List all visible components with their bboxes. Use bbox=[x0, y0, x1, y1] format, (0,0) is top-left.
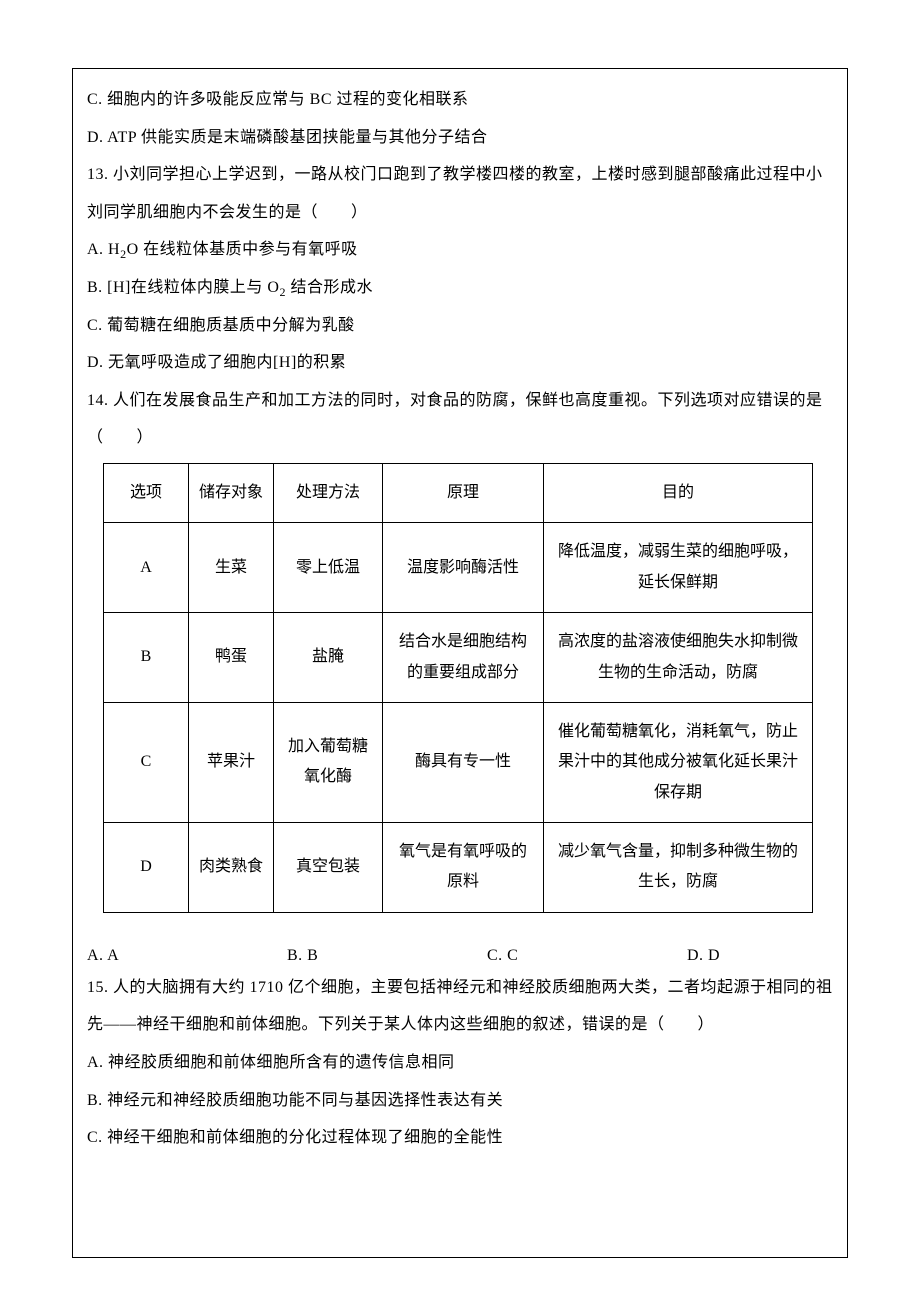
question-15: 15. 人的大脑拥有大约 1710 亿个细胞，主要包括神经元和神经胶质细胞两大类… bbox=[87, 969, 833, 1044]
question-14: 14. 人们在发展食品生产和加工方法的同时，对食品的防腐，保鲜也高度重视。下列选… bbox=[87, 382, 833, 457]
table-row: C 苹果汁 加入葡萄糖氧化酶 酶具有专一性 催化葡萄糖氧化，消耗氧气，防止果汁中… bbox=[104, 702, 813, 822]
option-c-q12: C. 细胞内的许多吸能反应常与 BC 过程的变化相联系 bbox=[87, 81, 833, 119]
q14-ans-a: A. A bbox=[87, 947, 287, 965]
q13a-pre: A. H bbox=[87, 241, 120, 258]
table-header-row: 选项 储存对象 处理方法 原理 目的 bbox=[104, 463, 813, 522]
cell-b-purp: 高浓度的盐溶液使细胞失水抑制微生物的生命活动，防腐 bbox=[544, 613, 813, 703]
cell-c-meth: 加入葡萄糖氧化酶 bbox=[274, 702, 383, 822]
q13-option-d: D. 无氧呼吸造成了细胞内[H]的积累 bbox=[87, 344, 833, 382]
th-principle: 原理 bbox=[383, 463, 544, 522]
q13-option-c: C. 葡萄糖在细胞质基质中分解为乳酸 bbox=[87, 307, 833, 345]
option-d-q12: D. ATP 供能实质是末端磷酸基团挟能量与其他分子结合 bbox=[87, 119, 833, 157]
cell-b-obj: 鸭蛋 bbox=[189, 613, 274, 703]
th-object: 储存对象 bbox=[189, 463, 274, 522]
cell-d-meth: 真空包装 bbox=[274, 823, 383, 913]
q13b-pre: B. [H]在线粒体内膜上与 O bbox=[87, 279, 279, 296]
q13a-post: O 在线粒体基质中参与有氧呼吸 bbox=[127, 241, 358, 258]
cell-b-meth: 盐腌 bbox=[274, 613, 383, 703]
table-row: A 生菜 零上低温 温度影响酶活性 降低温度，减弱生菜的细胞呼吸，延长保鲜期 bbox=[104, 523, 813, 613]
q13-option-a: A. H2O 在线粒体基质中参与有氧呼吸 bbox=[87, 231, 833, 269]
content-frame: C. 细胞内的许多吸能反应常与 BC 过程的变化相联系 D. ATP 供能实质是… bbox=[72, 68, 848, 1258]
cell-d-princ: 氧气是有氧呼吸的原料 bbox=[383, 823, 544, 913]
table-row: D 肉类熟食 真空包装 氧气是有氧呼吸的原料 减少氧气含量，抑制多种微生物的生长… bbox=[104, 823, 813, 913]
cell-d-obj: 肉类熟食 bbox=[189, 823, 274, 913]
cell-c-opt: C bbox=[104, 702, 189, 822]
cell-a-purp: 降低温度，减弱生菜的细胞呼吸，延长保鲜期 bbox=[544, 523, 813, 613]
cell-d-purp: 减少氧气含量，抑制多种微生物的生长，防腐 bbox=[544, 823, 813, 913]
q15-option-a: A. 神经胶质细胞和前体细胞所含有的遗传信息相同 bbox=[87, 1044, 833, 1082]
q14-ans-b: B. B bbox=[287, 947, 487, 965]
cell-d-opt: D bbox=[104, 823, 189, 913]
q14-answer-options: A. A B. B C. C D. D bbox=[87, 947, 833, 965]
q14-ans-c: C. C bbox=[487, 947, 687, 965]
q13-option-b: B. [H]在线粒体内膜上与 O2 结合形成水 bbox=[87, 269, 833, 307]
table-row: B 鸭蛋 盐腌 结合水是细胞结构的重要组成部分 高浓度的盐溶液使细胞失水抑制微生… bbox=[104, 613, 813, 703]
q13b-post: 结合形成水 bbox=[286, 279, 373, 296]
q14-table: 选项 储存对象 处理方法 原理 目的 A 生菜 零上低温 温度影响酶活性 降低温… bbox=[103, 463, 813, 913]
cell-c-purp: 催化葡萄糖氧化，消耗氧气，防止果汁中的其他成分被氧化延长果汁保存期 bbox=[544, 702, 813, 822]
cell-a-princ: 温度影响酶活性 bbox=[383, 523, 544, 613]
cell-b-opt: B bbox=[104, 613, 189, 703]
cell-c-princ: 酶具有专一性 bbox=[383, 702, 544, 822]
cell-b-princ: 结合水是细胞结构的重要组成部分 bbox=[383, 613, 544, 703]
th-method: 处理方法 bbox=[274, 463, 383, 522]
q15-option-c: C. 神经干细胞和前体细胞的分化过程体现了细胞的全能性 bbox=[87, 1119, 833, 1157]
th-option: 选项 bbox=[104, 463, 189, 522]
q15-option-b: B. 神经元和神经胶质细胞功能不同与基因选择性表达有关 bbox=[87, 1082, 833, 1120]
question-13: 13. 小刘同学担心上学迟到，一路从校门口跑到了教学楼四楼的教室，上楼时感到腿部… bbox=[87, 156, 833, 231]
cell-a-opt: A bbox=[104, 523, 189, 613]
q14-ans-d: D. D bbox=[687, 947, 887, 965]
cell-c-obj: 苹果汁 bbox=[189, 702, 274, 822]
th-purpose: 目的 bbox=[544, 463, 813, 522]
cell-a-meth: 零上低温 bbox=[274, 523, 383, 613]
cell-a-obj: 生菜 bbox=[189, 523, 274, 613]
